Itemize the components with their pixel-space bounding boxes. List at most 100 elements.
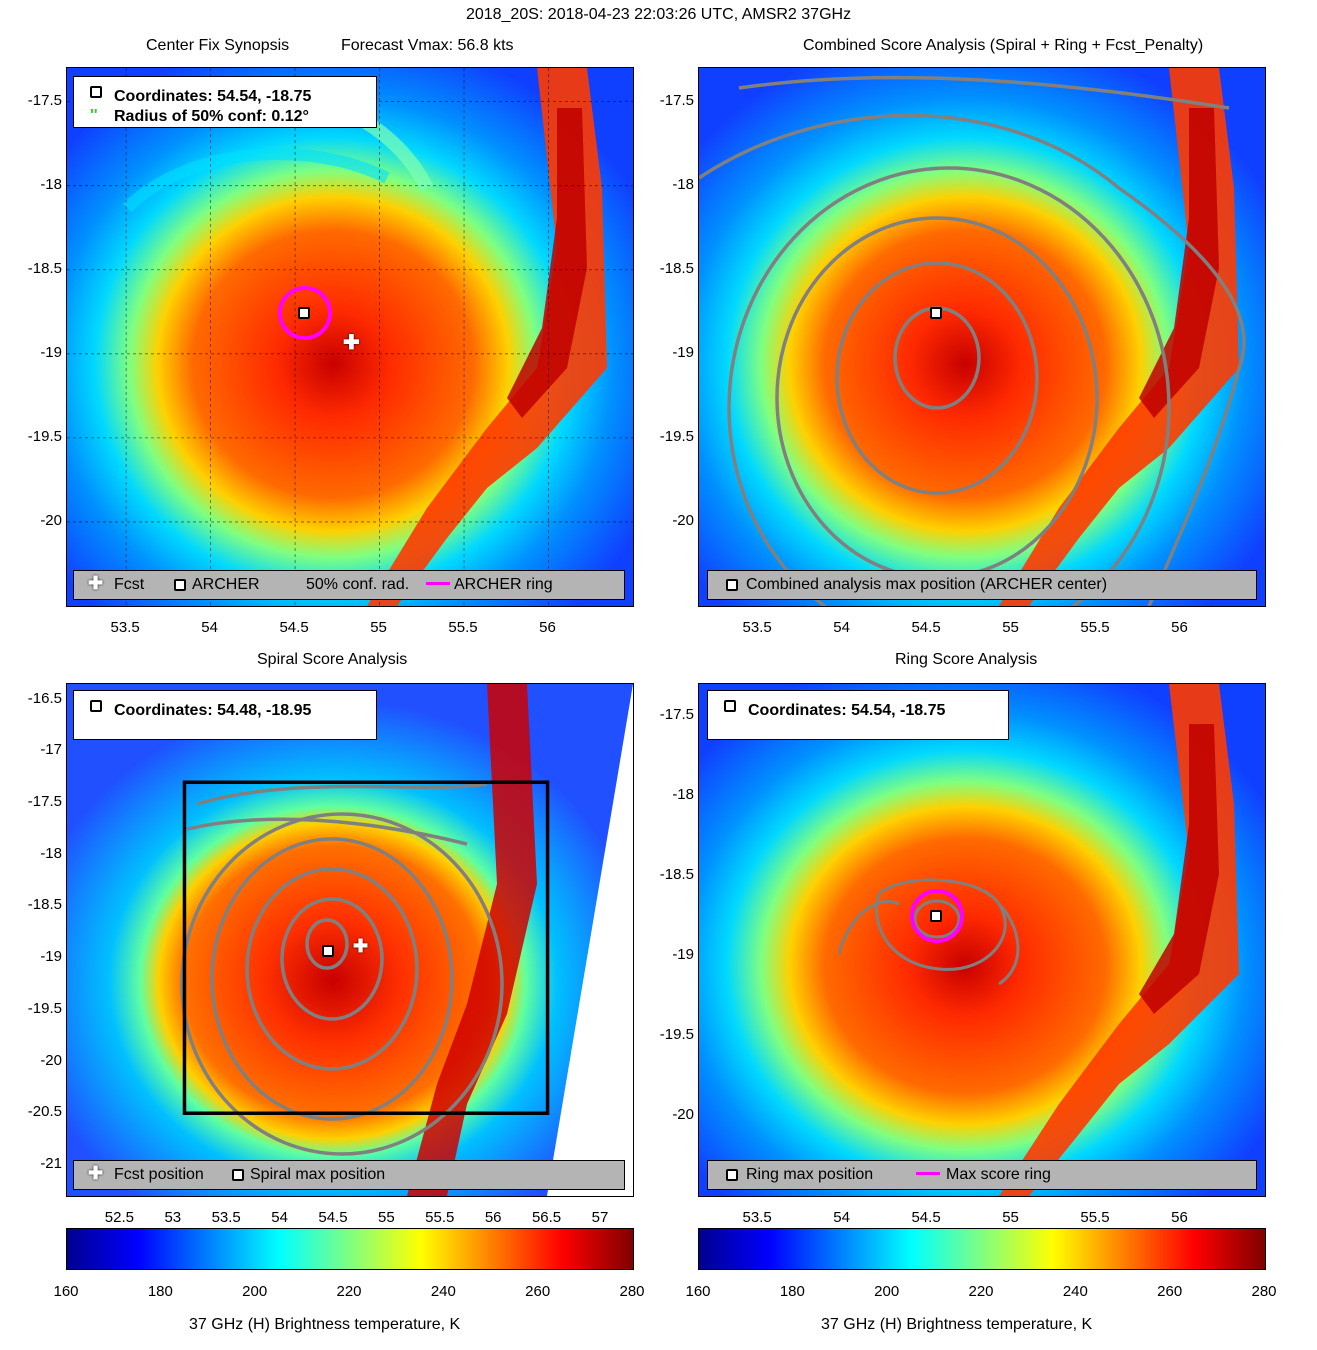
- panel3-xtick-4: 54.5: [318, 1209, 348, 1226]
- panel3-xtick-6: 55.5: [425, 1209, 455, 1226]
- panel4-contours: [837, 878, 1020, 986]
- panel1-xtick-3: 55: [370, 619, 387, 636]
- combined-score-plot: Combined analysis max position (ARCHER c…: [698, 67, 1266, 607]
- panel3-ytick-3: -18: [40, 844, 62, 862]
- panel4-xtick-5: 56: [1171, 1209, 1188, 1226]
- panel1-ytick-2: -18.5: [27, 259, 62, 277]
- colorbar2-tick-2: 200: [874, 1283, 900, 1300]
- panel4-ytick-1: -18: [672, 786, 694, 803]
- panel2-xtick-5: 56: [1171, 619, 1188, 636]
- panel3-legend-box: Coordinates: 54.48, -18.95: [73, 690, 377, 740]
- panel2-contours: [699, 75, 1246, 606]
- max-score-ring-icon: [916, 1172, 940, 1175]
- panel1-legend-box: Coordinates: 54.54, -18.75 '' Radius of …: [73, 76, 377, 128]
- panel1-xtick-4: 55.5: [448, 619, 478, 636]
- panel2-ytick-1: -18: [672, 175, 694, 193]
- panel4-ytick-3: -19: [672, 946, 694, 963]
- legend-ring-max: Ring max position: [746, 1166, 874, 1183]
- fcst-position-cross-icon: ✚: [88, 1163, 104, 1183]
- legend-archer: ARCHER: [192, 576, 260, 593]
- center-fix-synopsis-plot: ✚ Coordinates: 54.54, -18.75 '' Radius o…: [66, 67, 634, 607]
- spiral-max-square-icon: [232, 1169, 244, 1181]
- panel2-xtick-0: 53.5: [742, 619, 772, 636]
- panel4-ytick-5: -20: [672, 1106, 694, 1123]
- panel3-canvas: [67, 684, 633, 1196]
- archer-ring-icon: [426, 582, 450, 585]
- combined-max-square-icon: [726, 579, 738, 591]
- legend-spiral-max: Spiral max position: [250, 1166, 386, 1183]
- ring-max-square-icon: [726, 1169, 738, 1181]
- legend-fcst-position: Fcst position: [114, 1166, 204, 1183]
- legend-max-score-ring: Max score ring: [946, 1166, 1051, 1183]
- panel2-ytick-0: -17.5: [659, 91, 694, 109]
- panel4-legend-bar: Ring max position Max score ring: [707, 1160, 1257, 1190]
- panel4-xtick-4: 55.5: [1080, 1209, 1110, 1226]
- panel4-canvas: [699, 684, 1265, 1196]
- panel2-title: Combined Score Analysis (Spiral + Ring +…: [803, 37, 1204, 54]
- panel2-xtick-3: 55: [1002, 619, 1019, 636]
- panel1-archer-marker: [298, 307, 310, 319]
- panel4-ytick-2: -18.5: [659, 866, 694, 883]
- panel2-legend-bar: Combined analysis max position (ARCHER c…: [707, 570, 1257, 600]
- panel3-xtick-3: 54: [271, 1209, 288, 1226]
- panel4-xtick-3: 55: [1002, 1209, 1019, 1226]
- colorbar2-tick-0: 160: [685, 1283, 711, 1300]
- colorbar2-tick-1: 180: [779, 1283, 805, 1300]
- panel3-xtick-2: 53.5: [211, 1209, 241, 1226]
- panel1-xtick-1: 54: [201, 619, 218, 636]
- panel3-xtick-9: 57: [591, 1209, 609, 1226]
- spiral-search-box: [182, 780, 550, 1116]
- panel2-ytick-5: -20: [672, 511, 694, 529]
- panel4-title: Ring Score Analysis: [895, 651, 1038, 668]
- panel3-legend-bar: ✚ Fcst position Spiral max position: [73, 1160, 625, 1190]
- panel2-ytick-3: -19: [672, 343, 694, 361]
- panel3-legend-square-icon: [90, 700, 102, 712]
- colorbar1-tick-4: 240: [430, 1283, 456, 1300]
- colorbar2-tick-5: 260: [1157, 1283, 1183, 1300]
- colorbar1-tick-3: 220: [336, 1283, 362, 1300]
- panel1-ytick-1: -18: [40, 175, 62, 193]
- panel3-forecast-marker: ✚: [353, 936, 369, 956]
- panel2-canvas: [699, 68, 1265, 606]
- panel1-ytick-4: -19.5: [27, 427, 62, 445]
- panel1-xtick-5: 56: [539, 619, 556, 636]
- panel2-ytick-4: -19.5: [659, 427, 694, 445]
- colorbar1-tick-5: 260: [525, 1283, 551, 1300]
- archer-square-icon: [174, 579, 186, 591]
- colorbar1-tick-0: 160: [53, 1283, 79, 1300]
- panel3-title: Spiral Score Analysis: [257, 651, 408, 668]
- panel3-xtick-1: 53: [164, 1209, 182, 1226]
- colorbar1-tick-1: 180: [147, 1283, 173, 1300]
- panel1-canvas: [67, 68, 633, 606]
- panel4-xtick-1: 54: [833, 1209, 850, 1226]
- panel1-xtick-2: 54.5: [279, 619, 309, 636]
- panel3-ytick-5: -19: [40, 948, 62, 966]
- panel4-xtick-0: 53.5: [742, 1209, 772, 1226]
- colorbar1-tick-2: 200: [242, 1283, 268, 1300]
- colorbar-right: [698, 1228, 1266, 1270]
- panel1-legend-square-icon: [90, 86, 102, 98]
- panel4-ytick-0: -17.5: [659, 706, 694, 723]
- panel4-legend-square-icon: [724, 700, 736, 712]
- colorbar1-tick-6: 280: [619, 1283, 645, 1300]
- ring-score-plot: Coordinates: 54.54, -18.75 Ring max posi…: [698, 683, 1266, 1197]
- panel3-xtick-0: 52.5: [104, 1209, 134, 1226]
- panel1-forecast-marker: ✚: [343, 332, 360, 354]
- panel1-ytick-0: -17.5: [27, 91, 62, 109]
- panel3-contours: [180, 782, 504, 1156]
- legend-conf-rad: 50% conf. rad.: [306, 576, 410, 593]
- panel4-legend-box: Coordinates: 54.54, -18.75: [707, 690, 1009, 740]
- legend-combined-max: Combined analysis max position (ARCHER c…: [746, 576, 1108, 593]
- panel2-xtick-4: 55.5: [1080, 619, 1110, 636]
- colorbar-right-label: 37 GHz (H) Brightness temperature, K: [821, 1316, 1093, 1333]
- panel3-ytick-1: -17: [40, 741, 62, 759]
- colorbar-left-label: 37 GHz (H) Brightness temperature, K: [189, 1316, 461, 1333]
- panel4-xtick-2: 54.5: [911, 1209, 941, 1226]
- spiral-score-plot: ✚ Coordinates: 54.48, -18.95 ✚ Fcst posi…: [66, 683, 634, 1197]
- panel3-ytick-0: -16.5: [27, 689, 62, 707]
- panel3-ytick-6: -19.5: [27, 999, 62, 1017]
- panel3-spiral-marker: [322, 945, 334, 957]
- panel1-ytick-3: -19: [40, 343, 62, 361]
- panel1-archer-ring: [278, 286, 332, 340]
- panel1-title-right: Forecast Vmax: 56.8 kts: [341, 37, 514, 54]
